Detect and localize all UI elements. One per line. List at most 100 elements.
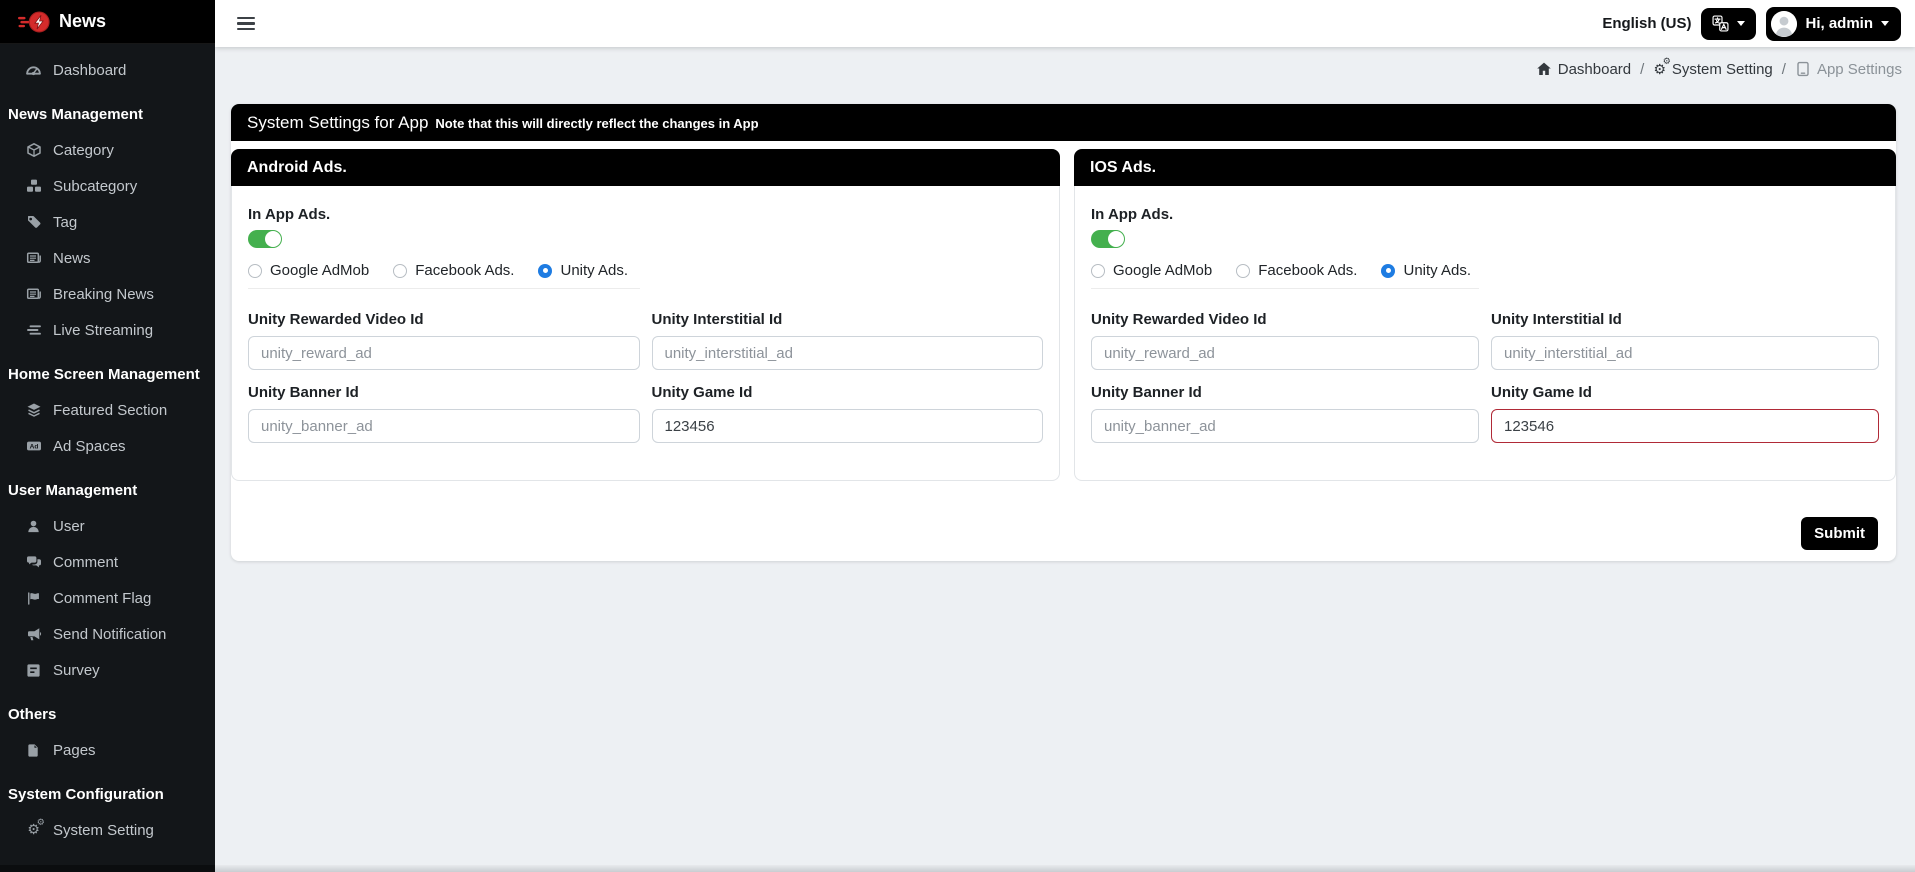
brand[interactable]: News (0, 0, 215, 44)
sidebar-item-label: Breaking News (53, 285, 154, 303)
in-app-ads-toggle[interactable] (1091, 230, 1125, 248)
svg-text:Ad: Ad (29, 443, 38, 450)
sidebar-item-ad-spaces[interactable]: Ad Ad Spaces (0, 428, 215, 464)
top-navbar: English (US) Hi, admin (215, 0, 1915, 47)
radio-facebook-ads[interactable]: Facebook Ads. (1236, 262, 1357, 279)
in-app-ads-toggle[interactable] (248, 230, 282, 248)
caret-down-icon (1881, 21, 1889, 26)
field-unity-rewarded-video-id: Unity Rewarded Video Id (1091, 311, 1479, 370)
android-panel-title: Android Ads. (231, 149, 1060, 186)
home-icon (1536, 61, 1552, 77)
horizontal-scrollbar[interactable] (0, 865, 1915, 872)
tablet-icon (1795, 61, 1811, 77)
unity-banner-id-input[interactable] (248, 409, 640, 443)
in-app-ads-label: In App Ads. (1091, 206, 1174, 223)
sidebar-item-user[interactable]: User (0, 508, 215, 544)
sidebar-item-live-streaming[interactable]: Live Streaming (0, 312, 215, 348)
unity-rewarded-video-id-input[interactable] (1091, 336, 1479, 370)
sidebar-section-header: Home Screen Management (8, 366, 200, 383)
user-menu-button[interactable]: Hi, admin (1766, 6, 1901, 41)
ios-panel-body: In App Ads. Google AdMob Facebook Ads. U… (1074, 186, 1896, 481)
ios-ads-panel: IOS Ads. In App Ads. Google AdMob Facebo… (1074, 149, 1896, 481)
sidebar-item-news[interactable]: News (0, 240, 215, 276)
unity-game-id-input[interactable] (651, 409, 1043, 443)
ios-fields-grid: Unity Rewarded Video Id Unity Interstiti… (1091, 311, 1879, 443)
main-content: Dashboard / ⚙︎ ⚙︎ System Setting / App Se… (215, 47, 1915, 865)
sidebar-item-comment[interactable]: Comment (0, 544, 215, 580)
sidebar-item-label: Tag (53, 213, 78, 231)
caret-down-icon (1737, 21, 1746, 26)
submit-button[interactable]: Submit (1801, 517, 1878, 550)
radio-unity-ads[interactable]: Unity Ads. (538, 262, 628, 279)
language-switcher-button[interactable] (1701, 7, 1757, 40)
unity-banner-id-input[interactable] (1091, 409, 1479, 443)
ad-network-radio-group: Google AdMob Facebook Ads. Unity Ads. (248, 262, 1043, 279)
sidebar-item-label: Pages (53, 741, 96, 759)
field-unity-game-id: Unity Game Id (651, 384, 1043, 443)
breadcrumb-system-setting[interactable]: ⚙︎ ⚙︎ System Setting (1653, 56, 1773, 78)
breadcrumb-dashboard[interactable]: Dashboard (1536, 61, 1631, 78)
sidebar-item-tag[interactable]: Tag (0, 204, 215, 240)
sidebar-section-header: News Management (8, 106, 144, 123)
sidebar-item-label: News (53, 249, 91, 267)
sidebar-item-label: Live Streaming (53, 321, 154, 339)
sidebar-item-send-notification[interactable]: Send Notification (0, 616, 215, 652)
divider (248, 288, 640, 289)
unity-interstitial-id-input[interactable] (651, 336, 1043, 370)
android-panel-body: In App Ads. Google AdMob Facebook Ads. U… (231, 186, 1060, 481)
gears-icon: ⚙︎ ⚙︎ (1653, 56, 1671, 78)
sidebar-item-label: Featured Section (53, 401, 168, 419)
sidebar-item-comment-flag[interactable]: Comment Flag (0, 580, 215, 616)
sidebar-item-system-setting[interactable]: ⚙︎ ⚙︎ System Setting (0, 812, 215, 848)
newspaper-icon (25, 286, 42, 303)
sidebar-item-subcategory[interactable]: Subcategory (0, 168, 215, 204)
poll-icon (25, 662, 42, 679)
unity-interstitial-id-input[interactable] (1491, 336, 1879, 370)
android-ads-panel: Android Ads. In App Ads. Google AdMob Fa… (231, 149, 1060, 481)
breadcrumb-separator: / (1781, 60, 1786, 78)
radio-circle-checked-icon (1381, 263, 1396, 278)
unity-rewarded-video-id-input[interactable] (248, 336, 640, 370)
field-unity-interstitial-id: Unity Interstitial Id (651, 311, 1043, 370)
sidebar-item-label: Ad Spaces (53, 437, 126, 455)
page-note: Note that this will directly reflect the… (435, 116, 759, 131)
navbar-right: English (US) Hi, admin (1602, 6, 1901, 41)
sidebar-item-featured-section[interactable]: Featured Section (0, 392, 215, 428)
stream-icon (25, 322, 42, 339)
flag-icon (25, 590, 42, 607)
sidebar-item-label: Comment (53, 553, 119, 571)
field-unity-game-id: Unity Game Id (1491, 384, 1879, 443)
hamburger-menu-icon[interactable] (237, 17, 255, 30)
sidebar-section-header: Others (8, 706, 57, 723)
sidebar-item-pages[interactable]: Pages (0, 732, 215, 768)
radio-google-admob[interactable]: Google AdMob (248, 262, 369, 279)
sidebar-item-label: Survey (53, 661, 100, 679)
layers-icon (25, 402, 42, 419)
sidebar-item-label: Comment Flag (53, 589, 152, 607)
ad-network-radio-group: Google AdMob Facebook Ads. Unity Ads. (1091, 262, 1879, 279)
card-header: System Settings for App Note that this w… (231, 104, 1896, 141)
comments-icon (25, 554, 42, 571)
ad-badge-icon: Ad (25, 438, 42, 455)
sidebar-item-breaking-news[interactable]: Breaking News (0, 276, 215, 312)
radio-unity-ads[interactable]: Unity Ads. (1381, 262, 1471, 279)
sidebar-item-category[interactable]: Category (0, 132, 215, 168)
radio-circle-icon (1091, 263, 1105, 278)
sidebar-item-survey[interactable]: Survey (0, 652, 215, 688)
unity-game-id-input[interactable] (1491, 409, 1879, 443)
sidebar-item-label: System Setting (53, 821, 154, 839)
in-app-ads-label: In App Ads. (248, 206, 331, 223)
android-fields-grid: Unity Rewarded Video Id Unity Interstiti… (248, 311, 1043, 443)
field-unity-rewarded-video-id: Unity Rewarded Video Id (248, 311, 640, 370)
radio-google-admob[interactable]: Google AdMob (1091, 262, 1212, 279)
page-title: System Settings for App (247, 112, 429, 132)
gauge-icon (25, 62, 42, 79)
tag-icon (25, 214, 42, 231)
cubes-icon (25, 178, 42, 195)
radio-facebook-ads[interactable]: Facebook Ads. (393, 262, 514, 279)
sidebar-item-dashboard[interactable]: Dashboard (0, 52, 215, 88)
sidebar: News Dashboard News Management Category … (0, 0, 215, 865)
sidebar-section-header: User Management (8, 482, 138, 499)
bullhorn-icon (25, 626, 42, 643)
sidebar-item-label: Dashboard (53, 61, 127, 79)
